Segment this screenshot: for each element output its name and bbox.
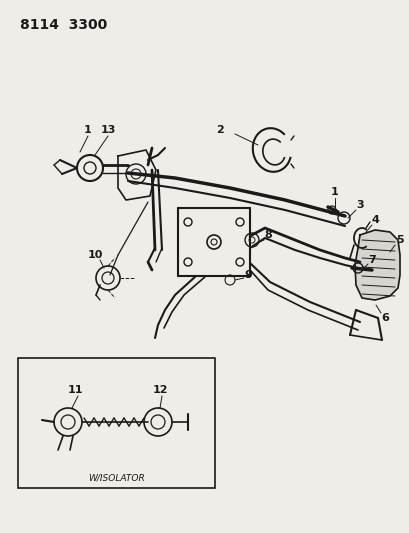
Text: 8: 8 (263, 230, 271, 240)
Text: 13: 13 (100, 125, 115, 135)
Text: W/ISOLATOR: W/ISOLATOR (88, 473, 144, 482)
Text: 1: 1 (330, 187, 338, 197)
Text: 12: 12 (152, 385, 167, 395)
Text: 6: 6 (380, 313, 388, 323)
Text: 11: 11 (67, 385, 83, 395)
Text: 5: 5 (395, 235, 403, 245)
Text: 8114  3300: 8114 3300 (20, 18, 107, 32)
Polygon shape (354, 230, 399, 300)
Text: 3: 3 (355, 200, 363, 210)
Bar (18, 358, 214, 488)
Text: 1: 1 (84, 125, 92, 135)
Text: 9: 9 (243, 270, 251, 280)
Text: 10: 10 (87, 250, 102, 260)
Text: 4: 4 (370, 215, 378, 225)
Text: 7: 7 (367, 255, 375, 265)
Text: 2: 2 (216, 125, 223, 135)
